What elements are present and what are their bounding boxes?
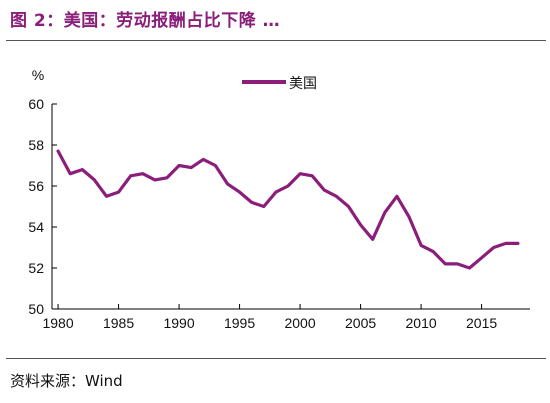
x-tick-label: 2005: [345, 315, 376, 331]
y-tick-label: 54: [28, 219, 44, 235]
y-tick-label: 52: [28, 260, 44, 276]
x-tick-label: 2010: [406, 315, 437, 331]
y-axis-unit-label: %: [32, 67, 44, 83]
x-tick-label: 1995: [224, 315, 255, 331]
series-line-0: [56, 149, 520, 270]
y-tick-label: 50: [28, 301, 44, 317]
axes: [51, 104, 530, 310]
top-divider: [6, 40, 546, 41]
y-tick-label: 60: [28, 96, 44, 112]
figure-title: 图 2：美国：劳动报酬占比下降 …: [10, 11, 281, 31]
bottom-divider: [6, 358, 546, 359]
series-group: [56, 149, 520, 270]
y-tick-label: 58: [28, 137, 44, 153]
legend: 美国: [242, 75, 317, 91]
legend-label-us: 美国: [289, 75, 317, 91]
x-tick-label: 1980: [42, 315, 73, 331]
x-tick-label: 2000: [284, 315, 315, 331]
x-axis-ticks: 1980 1985 1990 1995 2000 2005 2010 2015: [42, 304, 497, 331]
x-tick-label: 1985: [103, 315, 134, 331]
x-tick-label: 1990: [163, 315, 194, 331]
source-note: 资料来源：Wind: [10, 372, 123, 390]
x-tick-label: 2015: [466, 315, 497, 331]
y-axis-ticks: 50 52 54 56 58 60: [28, 96, 57, 317]
y-tick-label: 56: [28, 178, 44, 194]
